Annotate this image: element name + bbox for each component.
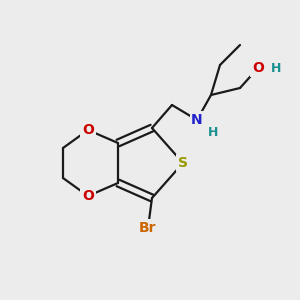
- Text: O: O: [82, 123, 94, 137]
- Text: O: O: [252, 61, 264, 75]
- Text: Br: Br: [139, 221, 157, 235]
- Text: H: H: [271, 61, 281, 74]
- Text: N: N: [191, 113, 203, 127]
- Text: O: O: [82, 189, 94, 203]
- Text: H: H: [208, 127, 218, 140]
- Text: S: S: [178, 156, 188, 170]
